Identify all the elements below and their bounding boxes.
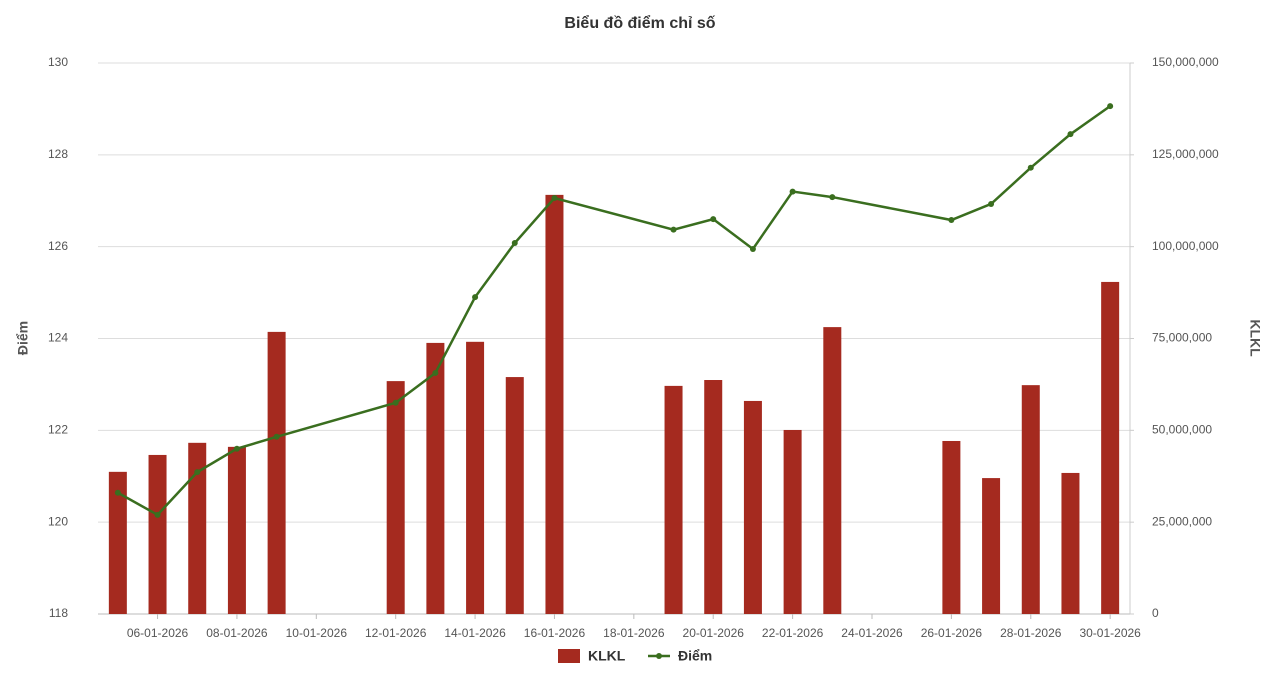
x-tick-label: 20-01-2026 <box>683 626 745 640</box>
bar <box>466 341 485 614</box>
x-tick-label: 10-01-2026 <box>286 626 348 640</box>
bar <box>743 400 762 614</box>
bar <box>267 331 286 614</box>
bar <box>386 381 405 614</box>
point <box>551 194 558 201</box>
bar <box>942 440 961 614</box>
y2-tick-label: 75,000,000 <box>1152 331 1212 345</box>
point <box>511 239 518 246</box>
bar <box>982 478 1001 614</box>
point <box>233 445 240 452</box>
y-tick-label: 130 <box>48 55 68 69</box>
y2-tick-label: 25,000,000 <box>1152 514 1212 528</box>
x-tick-label: 14-01-2026 <box>444 626 506 640</box>
point <box>710 216 717 223</box>
bar <box>1101 281 1120 614</box>
y2-tick-label: 100,000,000 <box>1152 239 1219 253</box>
point <box>472 294 479 301</box>
bar <box>426 342 445 614</box>
point <box>273 433 280 440</box>
point <box>432 369 439 376</box>
bar <box>148 454 167 614</box>
point <box>829 194 836 201</box>
x-tick-label: 28-01-2026 <box>1000 626 1062 640</box>
x-tick-label: 26-01-2026 <box>921 626 983 640</box>
bar <box>188 442 207 614</box>
bar <box>783 429 802 614</box>
point <box>789 188 796 195</box>
point <box>392 399 399 406</box>
y-axis-title: Điểm <box>15 321 31 355</box>
x-tick-label: 22-01-2026 <box>762 626 824 640</box>
y-tick-label: 124 <box>48 331 68 345</box>
x-tick-label: 16-01-2026 <box>524 626 586 640</box>
bar <box>704 380 723 614</box>
y2-tick-label: 0 <box>1152 606 1159 620</box>
x-tick-label: 12-01-2026 <box>365 626 427 640</box>
bar <box>664 385 683 614</box>
x-tick-label: 24-01-2026 <box>841 626 903 640</box>
bar <box>545 194 564 614</box>
point <box>1067 131 1074 138</box>
point <box>670 226 677 233</box>
y2-tick-label: 150,000,000 <box>1152 55 1219 69</box>
y2-tick-label: 125,000,000 <box>1152 147 1219 161</box>
x-tick-label: 06-01-2026 <box>127 626 189 640</box>
bar <box>505 377 524 614</box>
point <box>1027 164 1034 171</box>
bar <box>1021 385 1040 614</box>
legend-swatch <box>558 649 580 663</box>
y2-axis-title: KLKL <box>1247 319 1263 357</box>
y-tick-label: 128 <box>48 147 68 161</box>
x-tick-label: 30-01-2026 <box>1079 626 1141 640</box>
x-tick-label: 18-01-2026 <box>603 626 665 640</box>
bar <box>823 327 842 614</box>
bar <box>108 471 127 614</box>
legend-swatch <box>656 653 662 659</box>
y-tick-label: 120 <box>48 514 68 528</box>
point <box>988 200 995 207</box>
line <box>117 105 1111 517</box>
point <box>154 511 161 518</box>
y-tick-label: 122 <box>48 423 68 437</box>
y2-tick-label: 50,000,000 <box>1152 423 1212 437</box>
point <box>114 489 121 496</box>
legend-label: KLKL <box>588 648 626 664</box>
y-tick-label: 126 <box>48 239 68 253</box>
chart-title: Biểu đồ điểm chỉ số <box>564 14 715 32</box>
point <box>749 245 756 252</box>
x-tick-label: 08-01-2026 <box>206 626 268 640</box>
y-tick-label: 118 <box>49 606 68 620</box>
legend-label: Điểm <box>678 648 712 664</box>
bar <box>1061 472 1080 614</box>
point <box>948 217 955 224</box>
point <box>194 469 201 476</box>
point <box>1107 103 1114 110</box>
bar <box>227 446 246 614</box>
